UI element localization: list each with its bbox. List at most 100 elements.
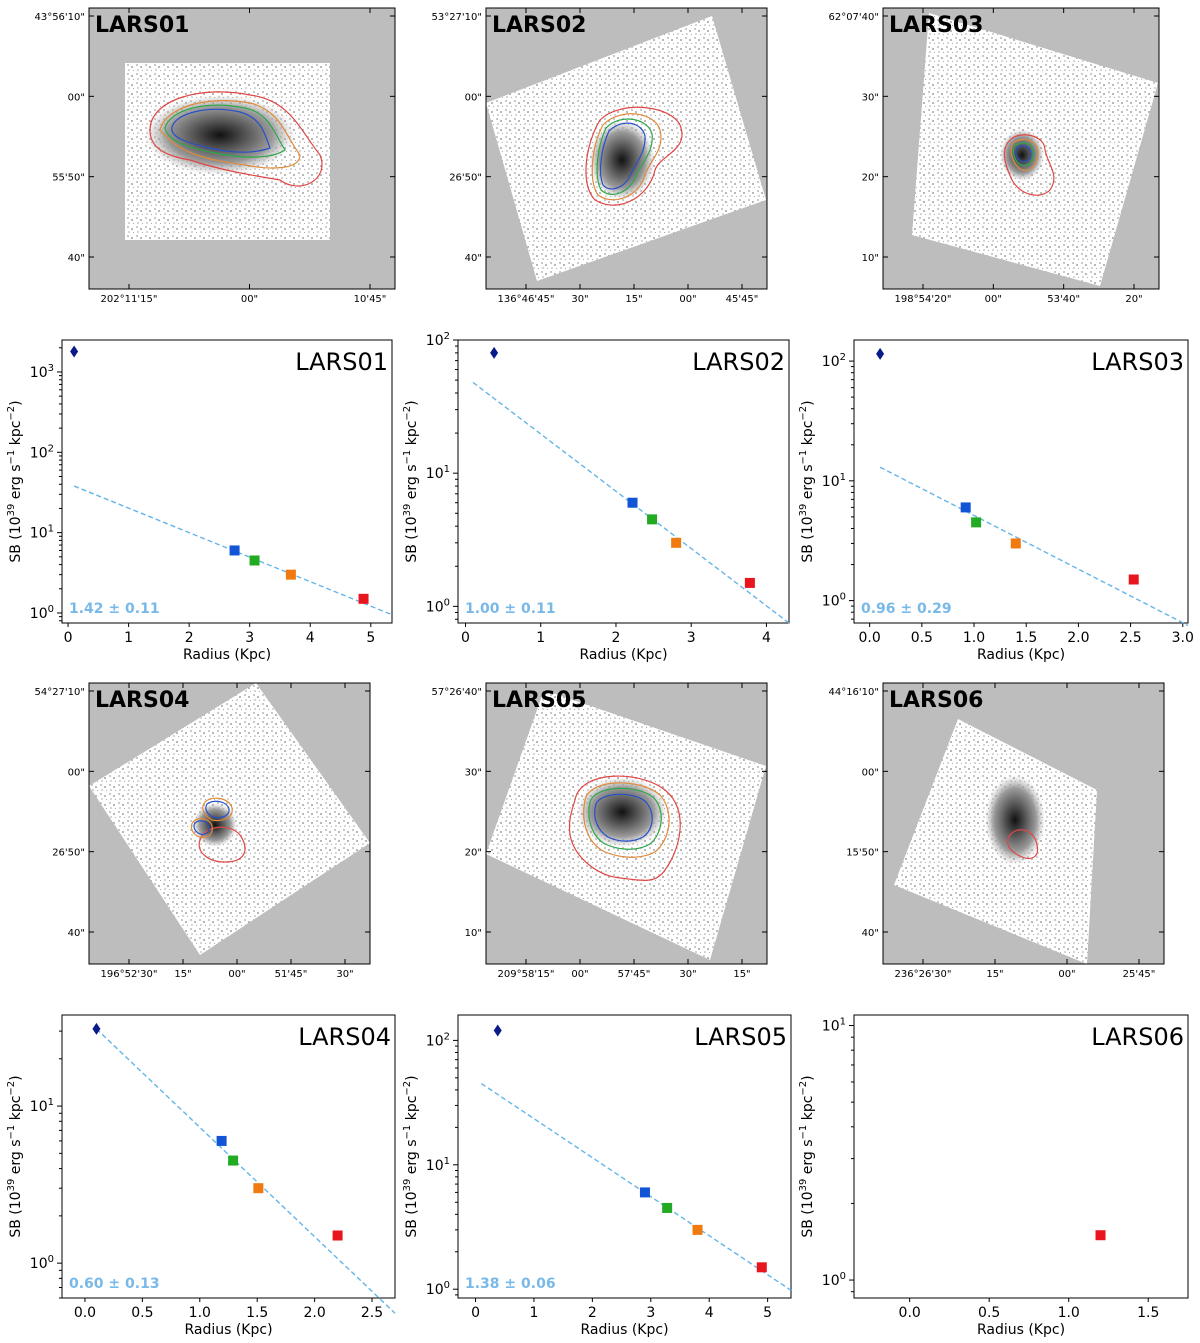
- data-point: [627, 497, 638, 508]
- y-tick-label: 101: [426, 464, 450, 482]
- data-point: [229, 545, 240, 556]
- x-tick-label: 1: [536, 630, 545, 646]
- contour-line: [583, 782, 670, 858]
- y-tick-label: 00": [465, 92, 482, 103]
- contour-line: [171, 108, 271, 153]
- x-tick-label: 196°52'30": [101, 969, 158, 980]
- contour-line: [164, 104, 286, 158]
- fit-line: [480, 1082, 792, 1291]
- y-tick-label: 103: [30, 363, 54, 381]
- data-point: [756, 1262, 767, 1273]
- x-tick-label: 3.0: [1172, 630, 1194, 646]
- fit-slope-label: 0.60 ± 0.13: [69, 1276, 160, 1292]
- y-tick-label: 100: [30, 604, 54, 622]
- y-axis-label: SB (1039 erg s−1 kpc−2): [6, 1075, 24, 1237]
- image-panel-lars04: LARS04 54°27'10" 00" 26'50" 40" 196°52'30" 15"…: [34, 682, 371, 980]
- x-tick-label: 4: [705, 1305, 714, 1321]
- image-frame: [882, 682, 1165, 965]
- x-tick-label: 5: [366, 630, 375, 646]
- y-tick-label: 26'50": [52, 848, 85, 859]
- y-tick-label: 10": [465, 928, 482, 939]
- x-tick-label: 20": [1125, 294, 1142, 305]
- image-panel-lars02: LARS02 53°27'10" 00" 26'50" 40" 136°46'45" 30"…: [431, 7, 768, 305]
- x-tick-label: 1.0: [189, 1305, 211, 1321]
- data-point: [662, 1202, 673, 1213]
- image-frame: [88, 682, 371, 965]
- plot-panel-lars01: 0 1 2 3 4 5 100 101 102 103 LARS01 1.42 ± 0.11 Radiu…: [6, 339, 393, 663]
- data-point: [647, 514, 658, 525]
- contour-line: [568, 775, 681, 881]
- data-point: [332, 1230, 343, 1241]
- data-point: [253, 1183, 264, 1194]
- y-tick-label: 26'50": [449, 173, 482, 184]
- x-tick-label: 1.5: [1015, 630, 1037, 646]
- y-tick-label: 10": [862, 253, 879, 264]
- y-tick-label: 54°27'10": [34, 687, 85, 698]
- data-point: [358, 593, 369, 604]
- image-title: LARS02: [492, 13, 586, 38]
- plot-panel-lars04: 0.0 0.5 1.0 1.5 2.0 2.5 100 101 LARS04 0.60 ± 0.1…: [6, 1014, 396, 1338]
- y-axis-label: SB (1039 erg s−1 kpc−2): [798, 1075, 816, 1237]
- image-title: LARS05: [492, 688, 586, 713]
- plot-panel-lars02: 0 1 2 3 4 100 101 102 LARS02 1.00 ± 0.11 Radius (K…: [402, 331, 790, 663]
- y-tick-label: 40": [68, 253, 85, 264]
- x-tick-label: 15": [625, 294, 642, 305]
- y-tick-label: 40": [465, 253, 482, 264]
- x-tick-label: 00": [241, 294, 258, 305]
- x-tick-label: 00": [985, 294, 1002, 305]
- contour-line: [149, 91, 323, 187]
- x-axis-label: Radius (Kpc): [977, 647, 1065, 663]
- y-tick-label: 20": [862, 173, 879, 184]
- x-tick-label: 00": [679, 294, 696, 305]
- x-tick-label: 2.5: [361, 1305, 383, 1321]
- plot-panel-lars05: 0 1 2 3 4 5 100 101 102 LARS05 1.38 ± 0.06 Radius (…: [402, 1014, 792, 1338]
- x-tick-label: 1: [529, 1305, 538, 1321]
- x-axis-label: Radius (Kpc): [579, 647, 667, 663]
- x-axis-label: Radius (Kpc): [184, 1322, 272, 1338]
- data-point: [744, 577, 755, 588]
- y-tick-label: 20": [465, 848, 482, 859]
- image-frame: [882, 7, 1160, 290]
- y-tick-label: 100: [30, 1254, 54, 1272]
- y-axis-label: SB (1039 erg s−1 kpc−2): [798, 400, 816, 562]
- x-tick-label: 45'45": [726, 294, 759, 305]
- contour-line: [599, 122, 646, 190]
- data-point: [285, 569, 296, 580]
- y-tick-label: 44°16'10": [828, 687, 879, 698]
- x-tick-label: 0.5: [131, 1305, 153, 1321]
- plot-frame: [457, 1014, 792, 1299]
- fit-line: [879, 466, 1189, 627]
- galaxy-emission: [985, 775, 1045, 865]
- x-tick-label: 2: [588, 1305, 597, 1321]
- x-tick-label: 2: [612, 630, 621, 646]
- x-tick-label: 3: [646, 1305, 655, 1321]
- data-point: [639, 1187, 650, 1198]
- plot-panel-lars06: 0.0 0.5 1.0 1.5 100 101 LARS06 Radius (Kpc) SB (…: [798, 1014, 1189, 1338]
- y-tick-label: 102: [426, 331, 450, 349]
- y-tick-label: 40": [68, 928, 85, 939]
- contour-line: [193, 800, 230, 835]
- fit-slope-label: 1.00 ± 0.11: [465, 601, 556, 617]
- data-point: [960, 502, 971, 513]
- data-point: [1128, 574, 1139, 585]
- x-tick-label: 0.5: [978, 1305, 1000, 1321]
- y-tick-label: 43°56'10": [34, 12, 85, 23]
- y-tick-label: 100: [426, 1280, 450, 1298]
- image-title: LARS03: [889, 13, 983, 38]
- y-tick-label: 100: [822, 592, 846, 610]
- x-tick-label: 2.0: [303, 1305, 325, 1321]
- y-tick-label: 55'50": [52, 173, 85, 184]
- x-tick-label: 00": [1058, 969, 1075, 980]
- x-tick-label: 0.5: [911, 630, 933, 646]
- data-point: [692, 1224, 703, 1235]
- x-tick-label: 1.0: [1058, 1305, 1080, 1321]
- contour-line: [1015, 145, 1032, 163]
- plot-frame: [61, 339, 393, 624]
- contour-line: [1010, 139, 1039, 171]
- plot-title: LARS05: [694, 1023, 787, 1051]
- data-point: [216, 1135, 227, 1146]
- x-tick-label: 0.0: [74, 1305, 96, 1321]
- y-tick-label: 00": [68, 767, 85, 778]
- x-tick-label: 236°26'30": [895, 969, 952, 980]
